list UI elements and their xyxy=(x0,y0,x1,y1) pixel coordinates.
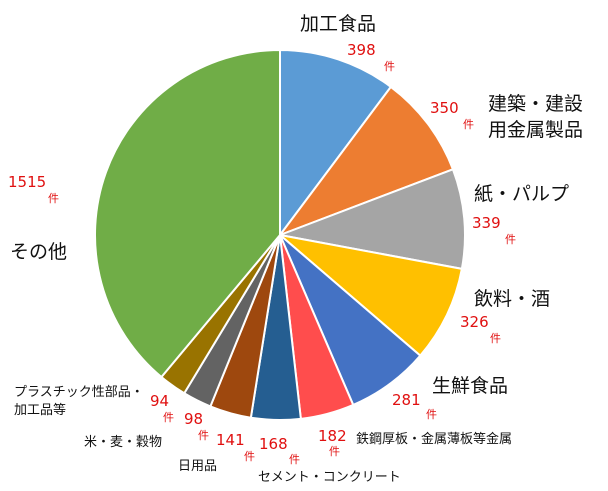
pie-slices xyxy=(94,48,467,421)
unit-label: 件 xyxy=(244,450,255,463)
value-label: 182 xyxy=(318,427,347,445)
pie-slice-2 xyxy=(276,167,467,271)
value-label: 141 xyxy=(216,431,245,449)
label-cement: セメント・コンクリート xyxy=(258,470,401,485)
value-label: 398 xyxy=(347,41,376,59)
label-plastic-line1: プラスチック性部品・ xyxy=(14,385,144,400)
pie-slice-1 xyxy=(277,85,455,238)
value-label: 1515 xyxy=(8,173,46,191)
value-label: 350 xyxy=(430,99,459,117)
unit-label: 件 xyxy=(463,118,474,131)
label-other: その他 xyxy=(10,241,67,263)
label-daily-goods: 日用品 xyxy=(178,459,217,474)
pie-slice-3 xyxy=(276,233,464,358)
pie-slice-10 xyxy=(94,48,281,379)
value-label: 326 xyxy=(460,313,489,331)
label-steel-metal: 鉄鋼厚板・金属薄板等金属 xyxy=(356,431,512,447)
value-label: 94 xyxy=(150,392,169,410)
label-fresh-food: 生鮮食品 xyxy=(432,375,508,397)
pie-slice-0 xyxy=(279,48,393,239)
label-beverage: 飲料・酒 xyxy=(474,288,550,310)
value-label: 339 xyxy=(472,214,501,232)
unit-label: 件 xyxy=(198,429,209,442)
label-plastic-line2: 加工品等 xyxy=(14,402,66,418)
label-building-metal-line2: 用金属製品 xyxy=(488,119,583,141)
label-processed-food: 加工食品 xyxy=(300,13,376,35)
value-label: 281 xyxy=(392,391,421,409)
unit-label: 件 xyxy=(505,233,516,246)
unit-label: 件 xyxy=(426,408,437,421)
unit-label: 件 xyxy=(490,332,501,345)
label-paper-pulp: 紙・パルプ xyxy=(474,183,569,205)
unit-label: 件 xyxy=(329,445,340,458)
label-building-metal-line1: 建築・建設 xyxy=(488,93,583,115)
value-label: 98 xyxy=(184,410,203,428)
unit-label: 件 xyxy=(289,453,300,466)
unit-label: 件 xyxy=(163,411,174,424)
label-grain: 米・麦・穀物 xyxy=(84,435,162,450)
value-label: 168 xyxy=(259,435,288,453)
unit-label: 件 xyxy=(48,192,59,205)
unit-label: 件 xyxy=(384,60,395,73)
